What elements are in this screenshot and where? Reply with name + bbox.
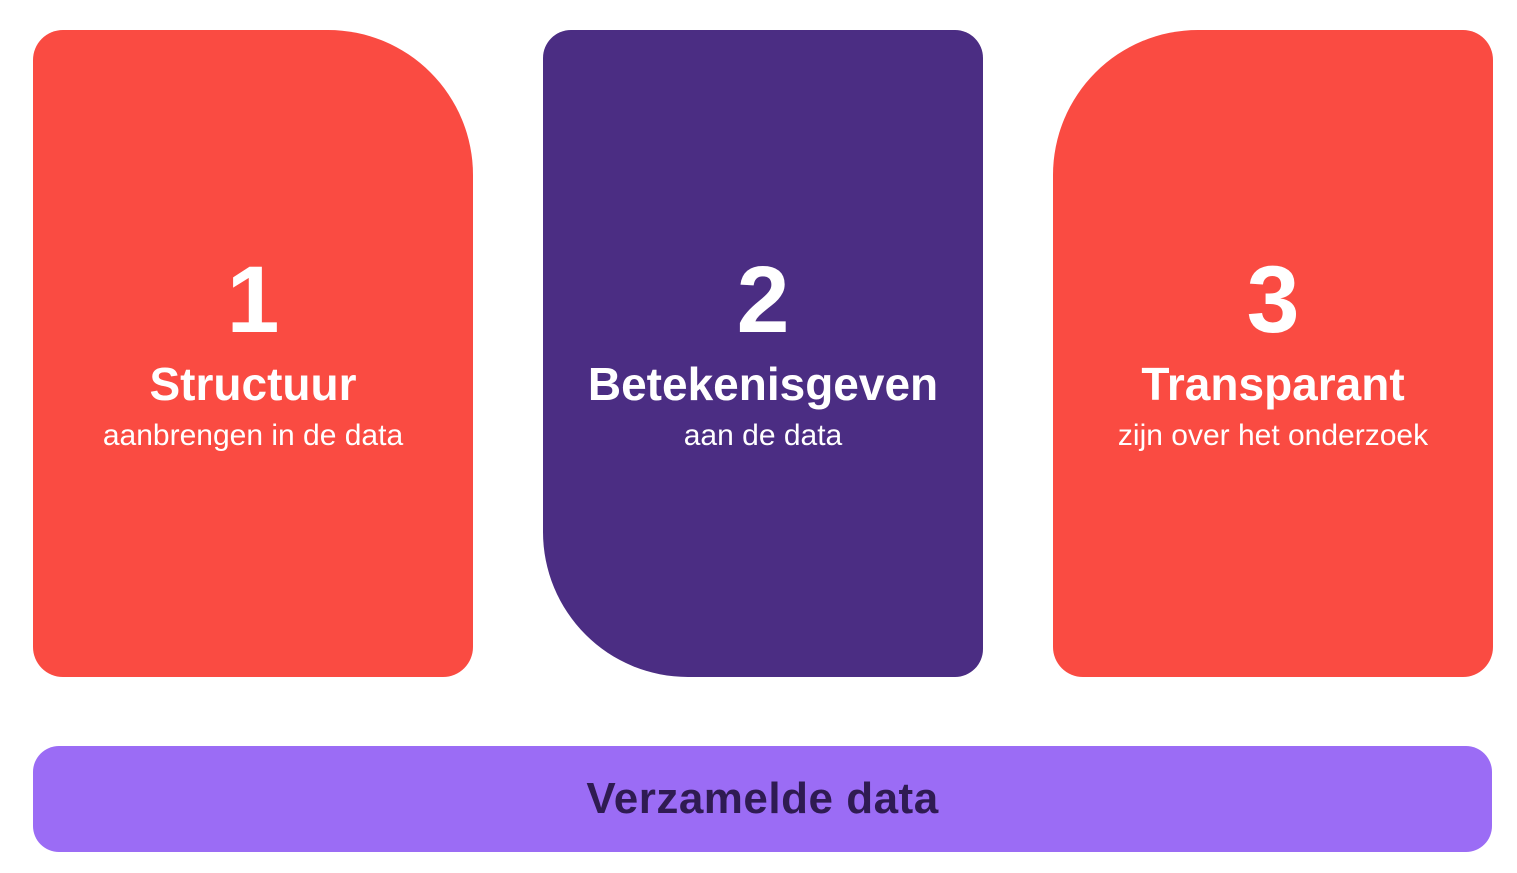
step-card-structuur: 1 Structuur aanbrengen in de data [33, 30, 473, 677]
step-card-betekenisgeven: 2 Betekenisgeven aan de data [543, 30, 983, 677]
step-card-transparant: 3 Transparant zijn over het onderzoek [1053, 30, 1493, 677]
step-subtitle: aanbrengen in de data [102, 418, 404, 452]
step-title: Betekenisgeven [587, 357, 939, 410]
step-title: Structuur [149, 357, 357, 410]
step-number: 3 [1246, 246, 1300, 353]
step-title: Transparant [1141, 357, 1405, 410]
verzamelde-data-bar: Verzamelde data [33, 746, 1492, 852]
verzamelde-data-label: Verzamelde data [586, 774, 939, 823]
step-subtitle: aan de data [683, 418, 843, 452]
step-number: 2 [736, 246, 790, 353]
step-number: 1 [226, 246, 280, 353]
step-subtitle: zijn over het onderzoek [1117, 418, 1429, 452]
